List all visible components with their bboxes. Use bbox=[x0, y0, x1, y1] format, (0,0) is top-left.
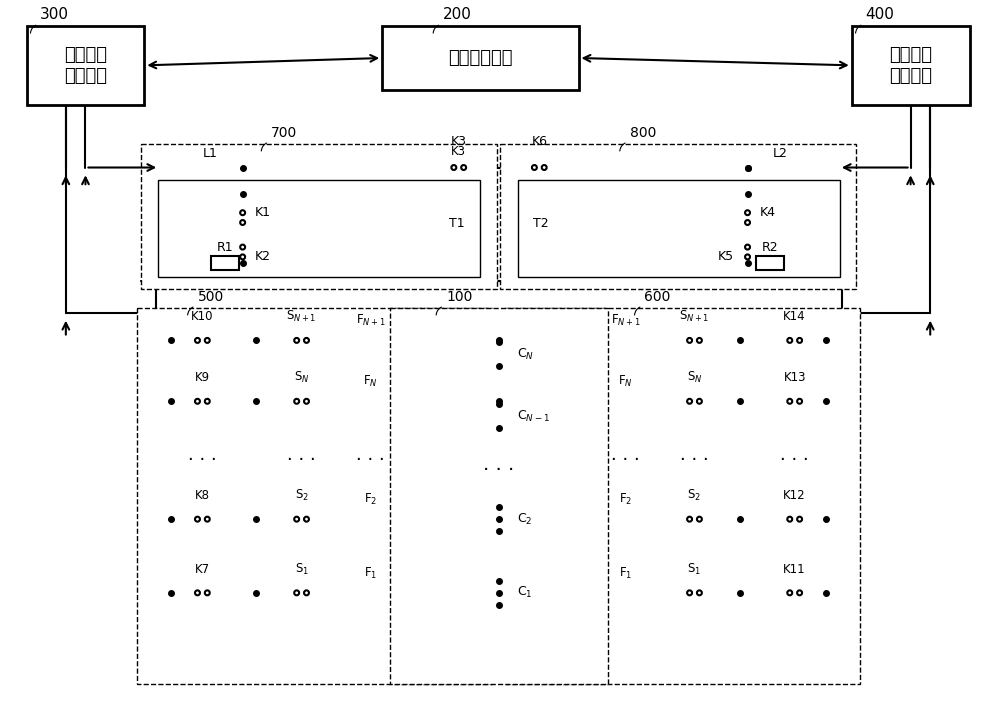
Text: S$_2$: S$_2$ bbox=[687, 488, 701, 503]
Text: C$_2$: C$_2$ bbox=[517, 512, 532, 527]
Text: 第二检测
控制模块: 第二检测 控制模块 bbox=[889, 46, 932, 85]
Bar bbox=[500, 144, 856, 290]
Text: · · ·: · · · bbox=[287, 451, 316, 469]
Text: · · ·: · · · bbox=[611, 451, 640, 469]
Text: 100: 100 bbox=[446, 290, 472, 304]
Bar bbox=[518, 181, 840, 277]
Text: L1: L1 bbox=[203, 147, 218, 160]
Text: C$_1$: C$_1$ bbox=[517, 586, 532, 600]
Bar bbox=[141, 144, 497, 290]
Text: S$_{N+1}$: S$_{N+1}$ bbox=[286, 309, 317, 324]
Bar bbox=[505, 308, 860, 684]
Text: K6: K6 bbox=[531, 135, 547, 149]
Bar bbox=[158, 181, 480, 277]
Bar bbox=[756, 256, 784, 270]
Text: C$_{N-1}$: C$_{N-1}$ bbox=[517, 409, 550, 423]
Text: R1: R1 bbox=[217, 241, 233, 253]
Text: F$_N$: F$_N$ bbox=[618, 374, 633, 389]
Text: F$_{N+1}$: F$_{N+1}$ bbox=[356, 313, 385, 329]
Text: K14: K14 bbox=[783, 310, 806, 324]
Text: · · ·: · · · bbox=[356, 451, 385, 469]
Text: F$_2$: F$_2$ bbox=[619, 492, 632, 507]
Bar bbox=[137, 308, 492, 684]
Text: · · ·: · · · bbox=[483, 460, 515, 479]
Text: K2: K2 bbox=[254, 251, 270, 263]
Text: F$_1$: F$_1$ bbox=[364, 566, 377, 581]
Text: 第一检测
控制模块: 第一检测 控制模块 bbox=[64, 46, 107, 85]
Text: K13: K13 bbox=[783, 371, 806, 384]
Text: K11: K11 bbox=[783, 563, 806, 576]
Text: T2: T2 bbox=[533, 217, 549, 230]
Text: 300: 300 bbox=[40, 7, 69, 22]
Text: K1: K1 bbox=[254, 206, 270, 219]
Text: C$_N$: C$_N$ bbox=[517, 347, 534, 362]
Text: K8: K8 bbox=[195, 489, 210, 502]
Text: 500: 500 bbox=[197, 290, 224, 304]
Text: 均衡控制模块: 均衡控制模块 bbox=[448, 49, 513, 67]
Bar bbox=[27, 26, 144, 105]
Text: K10: K10 bbox=[191, 310, 214, 324]
Text: F$_{N+1}$: F$_{N+1}$ bbox=[611, 313, 641, 329]
Text: · · ·: · · · bbox=[680, 451, 709, 469]
Text: F$_1$: F$_1$ bbox=[619, 566, 632, 581]
Bar bbox=[382, 26, 579, 90]
Text: K7: K7 bbox=[195, 563, 210, 576]
Text: S$_2$: S$_2$ bbox=[295, 488, 309, 503]
Text: S$_N$: S$_N$ bbox=[294, 370, 309, 385]
Bar bbox=[390, 308, 608, 684]
Text: K5: K5 bbox=[718, 251, 734, 263]
Text: 200: 200 bbox=[443, 7, 472, 22]
Text: F$_N$: F$_N$ bbox=[363, 374, 378, 389]
Text: S$_1$: S$_1$ bbox=[295, 561, 309, 577]
Text: R2: R2 bbox=[762, 241, 778, 253]
Text: S$_N$: S$_N$ bbox=[687, 370, 702, 385]
Text: 700: 700 bbox=[271, 126, 297, 140]
Text: K3: K3 bbox=[451, 145, 466, 159]
Bar bbox=[211, 256, 239, 270]
Text: S$_{N+1}$: S$_{N+1}$ bbox=[679, 309, 710, 324]
Text: S$_1$: S$_1$ bbox=[687, 561, 702, 577]
Text: · · ·: · · · bbox=[780, 451, 809, 469]
Text: T1: T1 bbox=[449, 217, 465, 230]
Text: · · ·: · · · bbox=[188, 451, 217, 469]
Text: 800: 800 bbox=[630, 126, 656, 140]
Bar bbox=[852, 26, 970, 105]
Text: K3: K3 bbox=[451, 135, 467, 149]
Text: K4: K4 bbox=[759, 206, 775, 219]
Text: F$_2$: F$_2$ bbox=[364, 492, 377, 507]
Text: L2: L2 bbox=[773, 147, 787, 160]
Text: K9: K9 bbox=[195, 371, 210, 384]
Text: 600: 600 bbox=[644, 290, 671, 304]
Text: K12: K12 bbox=[783, 489, 806, 502]
Text: 400: 400 bbox=[865, 7, 894, 22]
